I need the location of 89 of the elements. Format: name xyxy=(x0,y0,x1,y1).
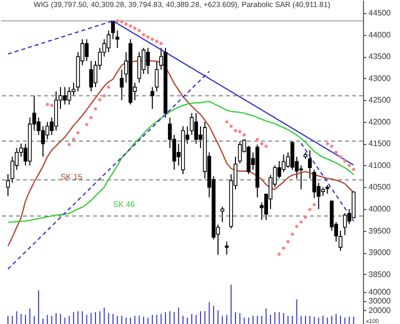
point xyxy=(76,131,80,134)
point xyxy=(98,98,102,102)
point xyxy=(304,216,308,219)
candlestick xyxy=(111,20,115,40)
y-tick-label: 41500 xyxy=(368,139,392,148)
point xyxy=(330,144,334,148)
point xyxy=(90,116,93,120)
y-tick-label: 40000 xyxy=(368,288,392,297)
point xyxy=(282,246,286,250)
point xyxy=(338,155,342,158)
candlestick xyxy=(62,86,67,105)
y-tick-label: 44500 xyxy=(368,8,392,18)
point xyxy=(50,104,54,107)
point xyxy=(102,94,106,98)
candlestick xyxy=(299,164,304,190)
candlestick xyxy=(10,156,14,184)
point xyxy=(352,168,356,171)
y-tick-label: 39000 xyxy=(368,248,392,258)
point xyxy=(242,133,246,137)
point xyxy=(150,38,154,41)
point xyxy=(300,220,303,224)
candlestick xyxy=(6,174,10,196)
candlestick xyxy=(120,69,124,101)
point xyxy=(256,138,259,141)
y-tick-label: 38500 xyxy=(368,270,392,279)
point xyxy=(278,252,281,256)
candlestick xyxy=(224,241,229,256)
series-label: SK 46 xyxy=(112,200,136,209)
point xyxy=(160,42,163,46)
y-tick-label: 43500 xyxy=(368,52,392,62)
point xyxy=(120,20,124,24)
point xyxy=(343,160,346,163)
candlestick xyxy=(342,212,347,236)
point xyxy=(133,26,136,30)
point xyxy=(68,142,71,146)
candlestick xyxy=(194,112,198,144)
candlestick xyxy=(308,150,312,180)
candlestick xyxy=(45,121,50,140)
y-tick-label: 41000 xyxy=(368,160,392,170)
point xyxy=(124,22,128,26)
y-tick-label: 42000 xyxy=(368,117,392,126)
point xyxy=(334,150,338,154)
point xyxy=(312,203,316,206)
candlestick xyxy=(142,47,146,75)
point xyxy=(260,142,264,146)
candlestick xyxy=(106,30,111,53)
candlestick xyxy=(154,60,159,92)
candlestick xyxy=(190,112,194,136)
text: SK 15 xyxy=(60,172,83,182)
point xyxy=(308,208,312,211)
point xyxy=(290,232,294,236)
y-tick-label: 40000 xyxy=(368,204,392,214)
point xyxy=(138,28,141,32)
point xyxy=(234,129,238,132)
y-tick-label: 40500 xyxy=(368,182,392,192)
point xyxy=(107,86,110,89)
candlestick xyxy=(72,82,76,96)
y-tick-label: 30000 xyxy=(368,296,392,306)
point xyxy=(72,138,76,141)
y-tick-label: 43000 xyxy=(368,74,392,83)
candlestick xyxy=(137,52,142,84)
candlestick xyxy=(238,141,242,164)
point xyxy=(46,102,49,106)
candlestick xyxy=(220,206,224,223)
point xyxy=(230,124,233,128)
candlestick xyxy=(67,86,72,105)
point xyxy=(238,130,242,134)
candlestick xyxy=(115,30,120,48)
candlestick xyxy=(84,38,89,62)
point xyxy=(348,164,351,168)
candlestick xyxy=(282,154,286,172)
point xyxy=(326,142,329,146)
point xyxy=(85,122,88,126)
candlestick xyxy=(312,169,316,199)
point xyxy=(116,19,119,22)
y-tick-label: 39500 xyxy=(368,226,392,236)
point xyxy=(94,107,98,110)
point xyxy=(295,224,298,228)
point xyxy=(146,35,150,39)
line-series xyxy=(7,100,354,223)
point xyxy=(142,33,146,36)
point xyxy=(286,240,290,244)
point xyxy=(264,144,268,148)
point xyxy=(225,120,228,124)
point xyxy=(155,40,158,43)
point xyxy=(128,24,132,28)
y-tick-label: 44000 xyxy=(368,30,392,40)
y-tick-label: 20000 xyxy=(368,306,392,315)
y-tick-label: 42500 xyxy=(368,96,392,105)
